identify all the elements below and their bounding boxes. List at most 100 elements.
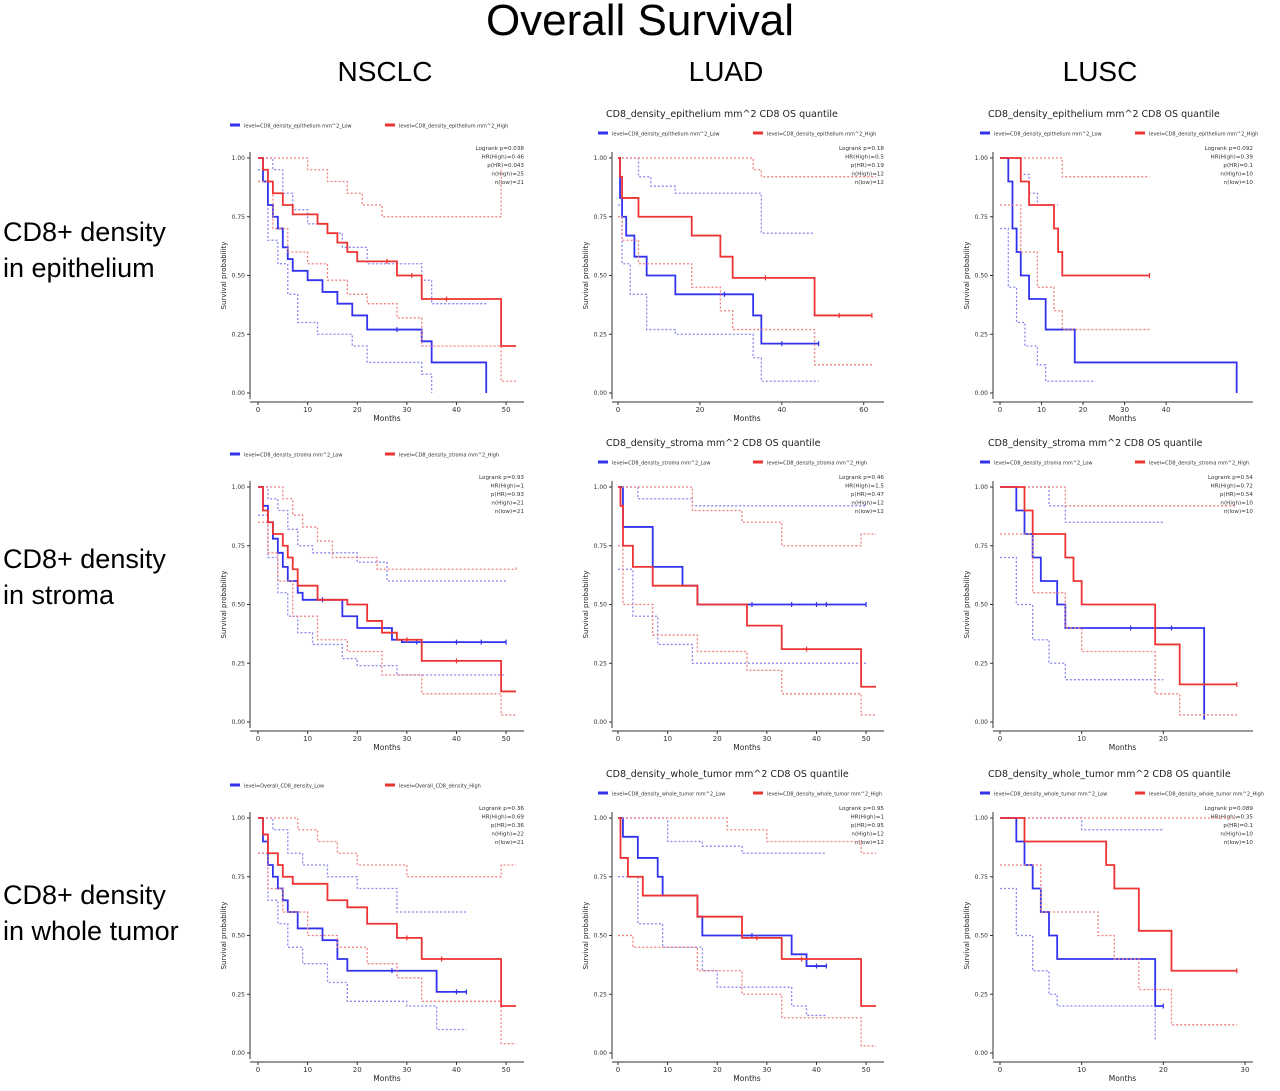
- y-tick-label: 0.50: [232, 273, 246, 280]
- x-tick-label: 50: [502, 735, 511, 743]
- x-tick-label: 40: [452, 735, 461, 743]
- x-axis-label: Months: [373, 743, 401, 752]
- y-tick-label: 0.50: [594, 933, 608, 940]
- low-ci-lower-line: [258, 169, 433, 393]
- stat-text: HR(High)=0.72: [1211, 484, 1253, 490]
- y-tick-label: 0.00: [232, 719, 246, 726]
- stat-text: n(High)=12: [851, 501, 884, 507]
- y-tick-label: 0.00: [975, 390, 989, 397]
- y-tick-label: 1.00: [232, 155, 246, 162]
- stat-text: p(HR)=0.1: [1223, 163, 1253, 169]
- x-tick-label: 40: [452, 1066, 461, 1074]
- stat-text: n(low)=21: [495, 180, 525, 186]
- y-tick-label: 1.00: [594, 815, 608, 822]
- high-ci-lower-line: [258, 521, 516, 716]
- y-tick-label: 0.75: [594, 543, 608, 550]
- low-survival-curve: [1000, 817, 1164, 1007]
- y-tick-label: 0.75: [594, 214, 608, 221]
- km-panel: level=Overall_CD8_density_Low level=Overa…: [220, 783, 525, 1083]
- y-tick-label: 1.00: [232, 484, 246, 491]
- x-axis-label: Months: [373, 414, 401, 423]
- x-tick-label: 60: [859, 406, 868, 414]
- km-panel: CD8_density_stroma mm^2 CD8 OS quantile l…: [582, 438, 884, 752]
- y-tick-label: 1.00: [594, 484, 608, 491]
- low-survival-curve: [618, 817, 827, 967]
- panel-title: CD8_density_whole_tumor mm^2 CD8 OS quan…: [988, 769, 1231, 780]
- x-tick-label: 0: [256, 735, 260, 743]
- high-ci-lower-line: [618, 934, 876, 1047]
- low-survival-curve: [618, 157, 819, 345]
- stat-text: n(low)=12: [855, 840, 884, 846]
- low-survival-curve: [258, 157, 488, 393]
- y-tick-label: 0.50: [232, 933, 246, 940]
- x-tick-label: 50: [502, 1066, 511, 1074]
- x-tick-label: 50: [862, 1066, 871, 1074]
- y-tick-label: 0.75: [232, 543, 246, 550]
- high-ci-lower-line: [618, 545, 876, 716]
- low-ci-lower-line: [618, 876, 827, 1017]
- stat-text: HR(High)=0.35: [1211, 815, 1254, 821]
- row-label-whole-tumor: CD8+ density in whole tumor: [3, 877, 179, 949]
- panel-title: CD8_density_epithelium mm^2 CD8 OS quant…: [606, 109, 838, 120]
- y-tick-label: 0.25: [975, 991, 989, 998]
- legend-high-label: level=CD8_density_epithelium mm^2_High: [1149, 132, 1258, 138]
- legend-low-label: level=CD8_density_stroma mm^2_Low: [244, 453, 343, 459]
- legend-low-label: level=CD8_density_whole_tumor mm^2_Low: [612, 792, 725, 798]
- low-ci-lower-line: [618, 204, 819, 382]
- y-axis-label: Survival probability: [220, 242, 228, 310]
- high-ci-upper-line: [258, 817, 516, 878]
- panel-title: CD8_density_stroma mm^2 CD8 OS quantile: [988, 438, 1203, 449]
- high-survival-curve: [618, 157, 872, 317]
- x-tick-label: 10: [303, 1066, 312, 1074]
- y-tick-label: 0.25: [594, 991, 608, 998]
- y-tick-label: 0.75: [594, 874, 608, 881]
- low-survival-curve: [1000, 157, 1238, 393]
- y-tick-label: 0.50: [594, 602, 608, 609]
- y-tick-label: 0.75: [975, 214, 989, 221]
- x-axis-label: Months: [373, 1074, 401, 1083]
- stat-text: n(low)=12: [855, 180, 884, 186]
- row-label-stroma: CD8+ density in stroma: [3, 541, 166, 613]
- x-tick-label: 10: [303, 735, 312, 743]
- x-tick-label: 0: [616, 406, 620, 414]
- x-tick-label: 30: [762, 735, 771, 743]
- y-tick-label: 0.00: [232, 390, 246, 397]
- km-panel: CD8_density_whole_tumor mm^2 CD8 OS quan…: [582, 769, 884, 1083]
- x-tick-label: 30: [1241, 1066, 1250, 1074]
- low-ci-upper-line: [258, 157, 487, 305]
- stat-text: n(High)=10: [1220, 501, 1253, 507]
- column-header-lusc: LUSC: [1062, 56, 1138, 87]
- high-ci-upper-line: [618, 817, 876, 854]
- x-tick-label: 20: [353, 735, 362, 743]
- x-tick-label: 10: [1077, 735, 1086, 743]
- y-tick-label: 0.00: [975, 719, 989, 726]
- x-tick-label: 30: [402, 1066, 411, 1074]
- legend-low-label: level=CD8_density_epithelium mm^2_Low: [612, 132, 720, 138]
- stat-text: Logrank p=0.18: [839, 146, 884, 152]
- stat-text: n(High)=12: [851, 172, 884, 178]
- stat-text: n(low)=12: [855, 509, 884, 515]
- panel-title: CD8_density_whole_tumor mm^2 CD8 OS quan…: [606, 769, 849, 780]
- stat-text: Logrank p=0.038: [475, 146, 524, 152]
- high-survival-curve: [258, 817, 516, 1007]
- y-tick-label: 0.75: [975, 874, 989, 881]
- high-ci-upper-line: [618, 157, 876, 178]
- stat-text: p(HR)=0.54: [1220, 492, 1254, 498]
- stat-text: n(low)=10: [1224, 840, 1254, 846]
- y-tick-label: 0.00: [232, 1050, 246, 1057]
- high-ci-upper-line: [258, 157, 502, 218]
- high-ci-lower-line: [258, 852, 516, 1045]
- y-tick-label: 1.00: [975, 484, 989, 491]
- x-tick-label: 20: [695, 406, 704, 414]
- x-tick-label: 20: [1079, 406, 1088, 414]
- stat-text: Logrank p=0.089: [1204, 806, 1253, 812]
- x-tick-label: 0: [616, 735, 620, 743]
- stat-text: n(High)=25: [491, 172, 524, 178]
- x-tick-label: 50: [502, 406, 511, 414]
- stat-text: HR(High)=1.5: [845, 484, 884, 490]
- legend-low-label: level=CD8_density_stroma mm^2_Low: [612, 461, 711, 467]
- stat-text: n(High)=22: [491, 832, 524, 838]
- stat-text: n(High)=12: [851, 832, 884, 838]
- stat-text: HR(High)=0.69: [482, 815, 525, 821]
- y-tick-label: 0.75: [975, 543, 989, 550]
